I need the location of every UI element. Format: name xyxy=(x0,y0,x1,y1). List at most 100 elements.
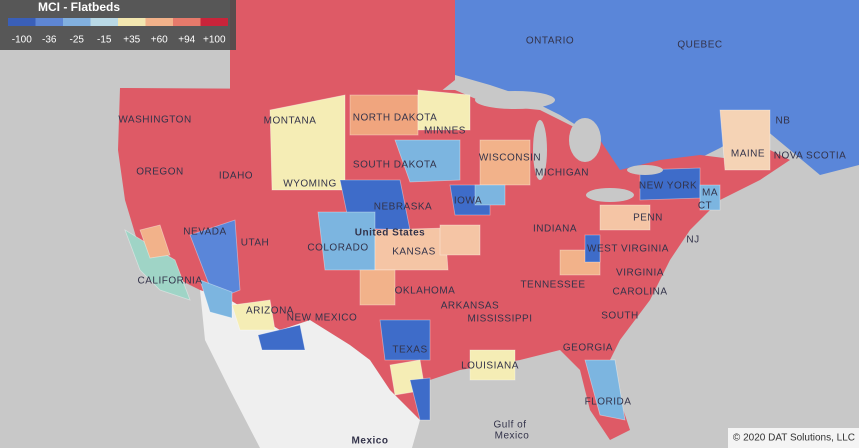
canada-east xyxy=(455,0,859,182)
map-label: ONTARIO xyxy=(526,36,574,47)
map-label: OKLAHOMA xyxy=(395,286,456,297)
lake xyxy=(586,188,634,202)
lake xyxy=(533,120,547,180)
legend-label: +100 xyxy=(203,35,226,46)
region xyxy=(359,269,396,306)
legend-label: -25 xyxy=(70,35,85,46)
region xyxy=(257,324,306,351)
legend-scale: -100 -36 -25 -15 +35 +60 +94 +100 xyxy=(8,18,228,46)
map-label: COLORADO xyxy=(307,243,368,254)
legend-title: MCI - Flatbeds xyxy=(38,0,120,14)
map-label: UTAH xyxy=(241,238,269,249)
attribution-box xyxy=(728,428,859,448)
legend-swatch xyxy=(90,18,118,26)
legend-label: +60 xyxy=(151,35,168,46)
lake xyxy=(475,91,555,109)
region xyxy=(189,219,241,301)
map-label: NEVADA xyxy=(183,227,226,238)
legend-label: -15 xyxy=(97,35,112,46)
region xyxy=(349,94,419,136)
region xyxy=(439,224,481,256)
lake xyxy=(627,165,663,175)
region xyxy=(269,94,346,191)
lake xyxy=(569,118,601,162)
map-label: WYOMING xyxy=(283,179,337,190)
map-label: NEW YORK xyxy=(639,181,697,192)
map-label: TEXAS xyxy=(392,345,427,356)
legend-swatch xyxy=(8,18,36,26)
legend-swatch xyxy=(35,18,63,26)
map-label: VIRGINIA xyxy=(616,268,664,279)
map-label: NOVA SCOTIA xyxy=(774,151,847,162)
legend-label: +35 xyxy=(123,35,140,46)
map-label: United States xyxy=(355,228,425,239)
legend-swatch xyxy=(118,18,146,26)
map-label: LOUISIANA xyxy=(461,361,519,372)
map-label: MISSISSIPPI xyxy=(468,314,533,325)
region xyxy=(469,349,516,381)
map-label: CT xyxy=(698,201,712,212)
map-label: ARKANSAS xyxy=(441,301,499,312)
legend-swatch xyxy=(63,18,91,26)
region xyxy=(394,139,461,183)
map-label: INDIANA xyxy=(533,224,577,235)
region xyxy=(584,234,601,263)
legend-swatch xyxy=(173,18,201,26)
map-label: MICHIGAN xyxy=(535,168,589,179)
great-lakes xyxy=(475,91,663,202)
map-label: NORTH DAKOTA xyxy=(353,113,438,124)
map-label: MINNES xyxy=(424,126,466,137)
map-label: MA xyxy=(702,188,718,199)
region xyxy=(409,377,431,421)
map-label: WEST VIRGINIA xyxy=(587,244,669,255)
map-label: GEORGIA xyxy=(563,343,613,354)
region xyxy=(699,184,721,211)
region xyxy=(199,279,233,319)
map-label: SOUTH DAKOTA xyxy=(353,160,437,171)
map-label: Gulf of xyxy=(494,420,527,431)
map-label: WASHINGTON xyxy=(118,115,191,126)
map-label: NB xyxy=(776,116,791,127)
map-label: OREGON xyxy=(136,167,183,178)
map-label: MONTANA xyxy=(264,116,317,127)
map-label: KANSAS xyxy=(392,247,436,258)
region xyxy=(231,299,276,331)
map-label: CALIFORNIA xyxy=(137,276,202,287)
legend-swatch xyxy=(145,18,173,26)
regions xyxy=(124,89,771,421)
map-label: NEW MEXICO xyxy=(287,313,358,324)
map-label: WISCONSIN xyxy=(479,153,541,164)
map-label: NJ xyxy=(686,235,699,246)
region xyxy=(719,109,771,171)
region xyxy=(139,224,171,259)
canada-west xyxy=(230,0,455,92)
legend-label: +94 xyxy=(178,35,195,46)
map-label: CAROLINA xyxy=(612,287,667,298)
region xyxy=(584,359,626,421)
map-label: Mexico xyxy=(495,431,530,442)
legend: MCI - Flatbeds -100 -36 -25 -15 +35 +60 +94 +10… xyxy=(0,0,236,50)
map-label: MAINE xyxy=(731,149,765,160)
region xyxy=(479,139,531,186)
region xyxy=(417,89,471,131)
map-label: QUEBEC xyxy=(677,40,722,51)
region xyxy=(599,204,651,231)
region xyxy=(379,319,431,361)
region xyxy=(474,184,506,206)
region xyxy=(317,211,376,271)
legend-swatch xyxy=(200,18,228,26)
legend-label: -100 xyxy=(12,35,32,46)
map-label: IDAHO xyxy=(219,171,253,182)
map-label: ARIZONA xyxy=(246,306,294,317)
map-label: NEBRASKA xyxy=(374,202,432,213)
map-label: Mexico xyxy=(352,436,389,447)
attribution: © 2020 DAT Solutions, LLC xyxy=(733,433,855,444)
legend-label: -36 xyxy=(42,35,57,46)
map-label: TENNESSEE xyxy=(520,280,585,291)
map-label: PENN xyxy=(633,213,663,224)
map-label: FLORIDA xyxy=(585,397,632,408)
labels: ONTARIO QUEBEC NB NOVA SCOTIA WASHINGTON MONT… xyxy=(118,36,847,447)
region xyxy=(374,227,449,271)
map-label: IOWA xyxy=(454,196,482,207)
